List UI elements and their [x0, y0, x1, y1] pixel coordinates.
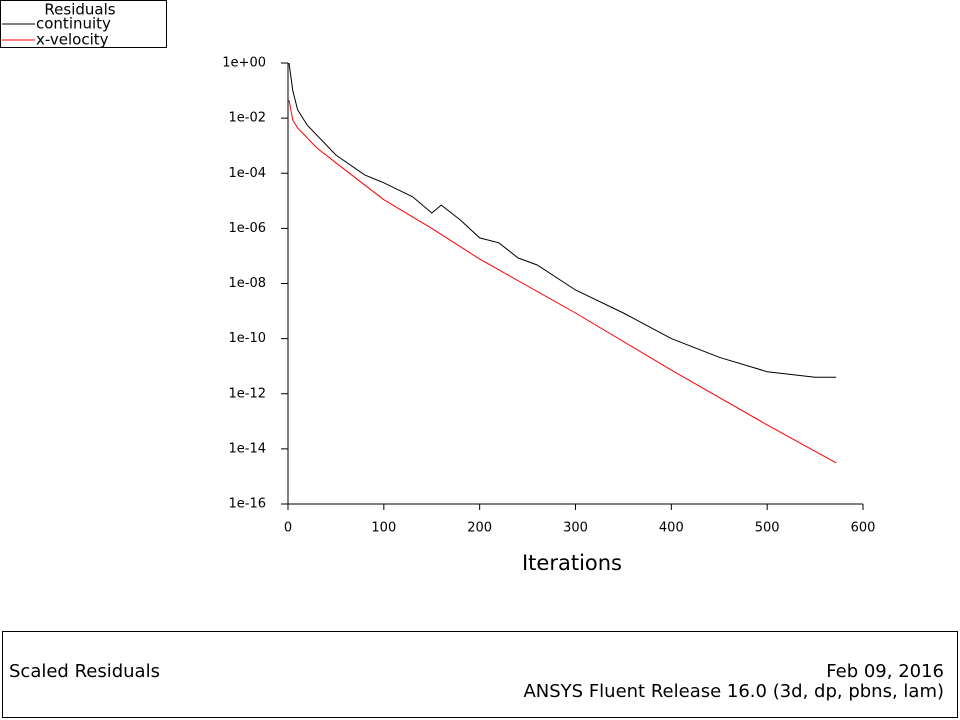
- y-tick-label: 1e-10: [228, 331, 266, 346]
- x-tick-label: 600: [851, 521, 876, 536]
- y-tick-label: 1e-02: [228, 111, 266, 126]
- y-tick-label: 1e-14: [228, 441, 266, 456]
- x-tick-label: 100: [371, 521, 396, 536]
- x-tick-label: 500: [755, 521, 780, 536]
- y-tick-label: 1e-08: [228, 276, 266, 291]
- y-tick-label: 1e-12: [228, 386, 266, 401]
- footer-title: Scaled Residuals: [9, 661, 160, 682]
- y-tick-label: 1e-06: [228, 221, 266, 236]
- x-tick-label: 300: [563, 521, 588, 536]
- x-tick-label: 0: [284, 521, 292, 536]
- legend-label: x-velocity: [36, 31, 109, 49]
- legend-title: Residuals: [44, 1, 115, 19]
- legend-label: continuity: [36, 15, 111, 33]
- footer-release: ANSYS Fluent Release 16.0 (3d, dp, pbns,…: [523, 681, 944, 702]
- residual-line: [288, 100, 837, 464]
- x-tick-label: 400: [659, 521, 684, 536]
- footer-box: [2, 631, 958, 718]
- y-tick-label: 1e-16: [228, 497, 266, 512]
- footer-date: Feb 09, 2016: [826, 661, 944, 682]
- residual-line: [288, 62, 837, 378]
- x-axis-title: Iterations: [522, 551, 622, 575]
- y-tick-label: 1e-04: [228, 166, 266, 181]
- y-tick-label: 1e+00: [222, 56, 266, 71]
- x-tick-label: 200: [467, 521, 492, 536]
